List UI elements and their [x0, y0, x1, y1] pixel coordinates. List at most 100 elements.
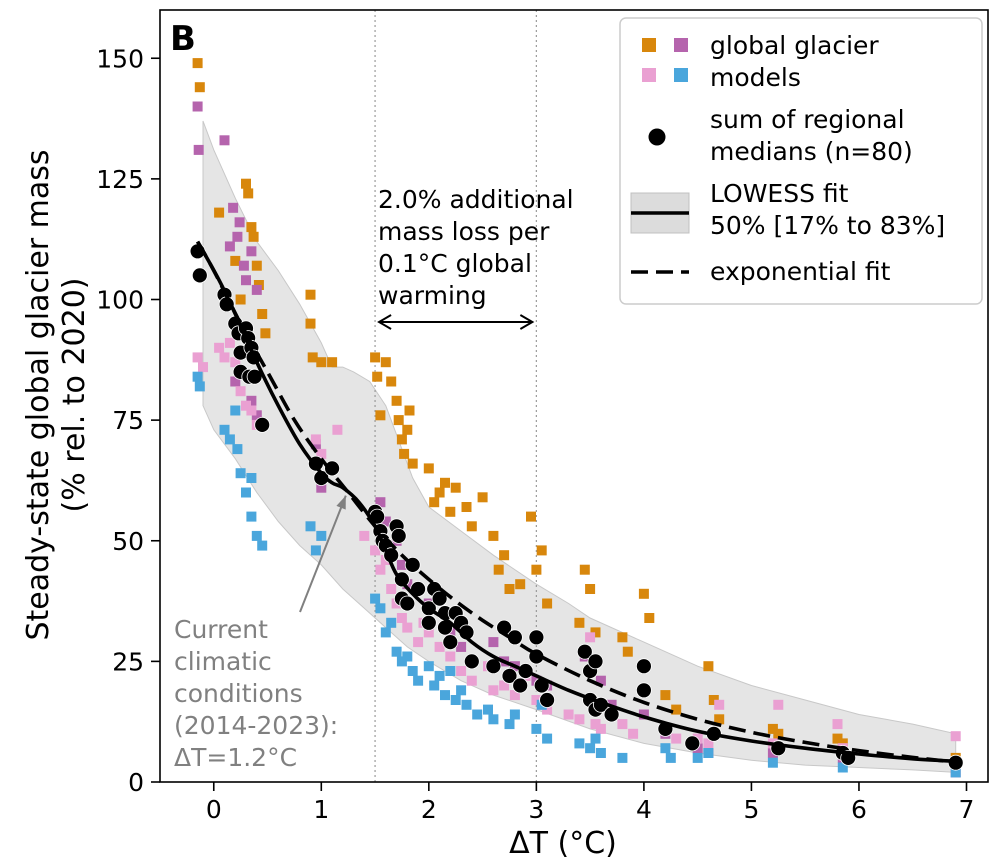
median-point — [539, 692, 555, 708]
y-axis-label-line-1: Steady-state global glacier mass — [21, 149, 56, 640]
current-text-line-2: climatic — [174, 647, 272, 676]
model-point — [380, 627, 391, 638]
model-point — [499, 680, 510, 691]
model-point — [230, 376, 241, 387]
current-conditions-pointer — [299, 495, 347, 613]
model-point — [429, 497, 440, 508]
model-point — [402, 622, 413, 633]
model-point — [488, 530, 499, 541]
model-point — [574, 738, 585, 749]
model-point — [407, 458, 418, 469]
model-point — [246, 405, 257, 416]
exponential-fit-line — [196, 240, 956, 764]
model-point — [402, 424, 413, 435]
model-point — [402, 651, 413, 662]
model-point — [773, 728, 784, 739]
model-point — [429, 680, 440, 691]
model-point — [767, 723, 778, 734]
legend-medians-line-2: medians (n=80) — [710, 137, 913, 166]
model-point — [219, 424, 230, 435]
model-point — [310, 545, 321, 556]
rate-annotation: 2.0% additional mass loss per 0.1°C glob… — [377, 185, 574, 330]
plot-area — [189, 10, 964, 782]
x-axis-label: ΔT (°C) — [509, 826, 617, 861]
model-point — [590, 627, 601, 638]
model-point — [224, 434, 235, 445]
model-point — [585, 743, 596, 754]
model-point — [192, 58, 203, 69]
model-point — [224, 241, 235, 252]
model-point — [316, 482, 327, 493]
model-point — [305, 521, 316, 532]
model-point — [515, 579, 526, 590]
y-axis-ticks: 0 25 50 75 100 125 150 — [96, 44, 160, 797]
model-point — [526, 511, 536, 522]
model-point — [665, 752, 676, 763]
model-point — [638, 588, 649, 599]
model-point — [219, 135, 230, 146]
model-point — [246, 395, 257, 406]
model-point — [434, 670, 445, 681]
model-point — [396, 656, 407, 667]
model-point — [692, 752, 703, 763]
model-point — [246, 246, 257, 257]
y-tick-label: 0 — [128, 768, 144, 797]
model-point — [228, 202, 239, 213]
model-point — [617, 752, 628, 763]
x-tick-label: 6 — [851, 795, 867, 824]
range-arrow — [377, 314, 535, 330]
model-point — [671, 733, 682, 744]
x-tick-label: 0 — [206, 795, 222, 824]
model-point — [332, 424, 343, 435]
model-point — [413, 675, 424, 686]
model-point — [671, 704, 682, 715]
model-point — [542, 598, 553, 609]
model-point — [257, 540, 268, 551]
panel-label: B — [170, 19, 196, 59]
model-point — [714, 714, 725, 725]
lowess-uncertainty-band — [202, 120, 957, 773]
legend-exponential-line-1: exponential fit — [710, 257, 891, 286]
model-point — [832, 733, 843, 744]
model-point — [531, 564, 542, 575]
model-point — [230, 405, 241, 416]
y-tick-label: 150 — [96, 44, 144, 73]
model-point — [396, 434, 407, 445]
model-point — [488, 714, 499, 725]
model-point — [375, 410, 386, 421]
legend-medians-line-1: sum of regional — [710, 105, 905, 134]
model-point — [375, 603, 386, 614]
model-point — [327, 357, 338, 368]
model-point — [359, 530, 370, 541]
model-point — [375, 497, 386, 508]
axes-frame — [159, 9, 989, 783]
model-point — [380, 357, 391, 368]
lowess-median-line — [196, 240, 956, 764]
model-point — [194, 82, 205, 93]
model-point — [714, 699, 725, 710]
model-point — [192, 352, 203, 363]
model-point — [461, 699, 472, 710]
model-point — [407, 666, 418, 676]
median-point — [636, 682, 652, 699]
model-point — [393, 415, 404, 426]
current-text-line-3: conditions — [174, 679, 303, 708]
rate-text-line-1: 2.0% additional — [378, 185, 574, 214]
model-point — [251, 410, 262, 421]
model-point — [260, 328, 271, 339]
model-point — [232, 444, 243, 455]
model-point — [386, 584, 397, 594]
model-point — [628, 728, 639, 739]
model-point — [509, 709, 520, 720]
x-tick-label: 3 — [528, 795, 544, 824]
model-point — [386, 617, 397, 628]
model-point — [404, 405, 415, 416]
model-point — [251, 284, 262, 295]
model-point — [456, 641, 467, 652]
x-tick-label: 7 — [959, 795, 975, 824]
model-point — [660, 690, 671, 701]
model-point — [440, 690, 450, 701]
y-tick-label: 100 — [96, 286, 144, 315]
model-point — [488, 637, 499, 648]
